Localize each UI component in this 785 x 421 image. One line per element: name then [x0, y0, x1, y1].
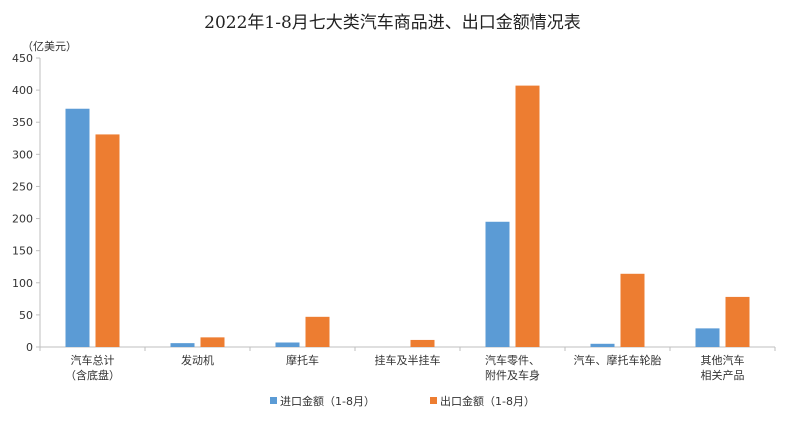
- y-tick-label: 0: [26, 341, 33, 354]
- bar-import: [485, 221, 510, 347]
- y-tick-label: 300: [12, 148, 33, 161]
- bar-export: [620, 273, 645, 347]
- x-category-label: 挂车及半挂车: [375, 353, 441, 367]
- bar-export: [410, 339, 435, 347]
- x-category-label: （含底盘）: [65, 368, 120, 382]
- bar-export: [305, 316, 330, 347]
- x-category-label: 其他汽车: [701, 353, 745, 367]
- bar-export: [95, 134, 120, 347]
- y-tick-label: 50: [19, 309, 33, 322]
- y-tick-label: 150: [12, 245, 33, 258]
- bar-export: [725, 296, 750, 347]
- bar-export: [200, 337, 225, 347]
- y-tick-label: 250: [12, 180, 33, 193]
- legend-label: 出口金额（1-8月）: [440, 394, 535, 408]
- bar-import: [590, 343, 615, 347]
- bar-import: [65, 108, 90, 347]
- x-category-label: 相关产品: [701, 368, 745, 382]
- legend-label: 进口金额（1-8月）: [280, 394, 375, 408]
- y-axis-unit-label: （亿美元）: [22, 40, 77, 53]
- bar-import: [695, 328, 720, 347]
- y-tick-label: 350: [12, 116, 33, 129]
- y-tick-label: 100: [12, 277, 33, 290]
- bar-import: [170, 343, 195, 347]
- bar-export: [515, 85, 540, 348]
- x-category-label: 发动机: [181, 353, 214, 367]
- x-category-label: 汽车总计: [71, 353, 115, 367]
- legend-swatch: [270, 397, 277, 404]
- chart-title: 2022年1-8月七大类汽车商品进、出口金额情况表: [204, 13, 581, 33]
- legend-swatch: [430, 397, 437, 404]
- x-category-label: 汽车零件、: [485, 353, 540, 367]
- x-category-label: 摩托车: [286, 353, 319, 367]
- y-tick-label: 200: [12, 213, 33, 226]
- x-category-label: 汽车、摩托车轮胎: [574, 353, 662, 367]
- y-tick-label: 400: [12, 84, 33, 97]
- bar-import: [275, 342, 300, 347]
- x-category-label: 附件及车身: [485, 368, 540, 382]
- y-tick-label: 450: [12, 52, 33, 65]
